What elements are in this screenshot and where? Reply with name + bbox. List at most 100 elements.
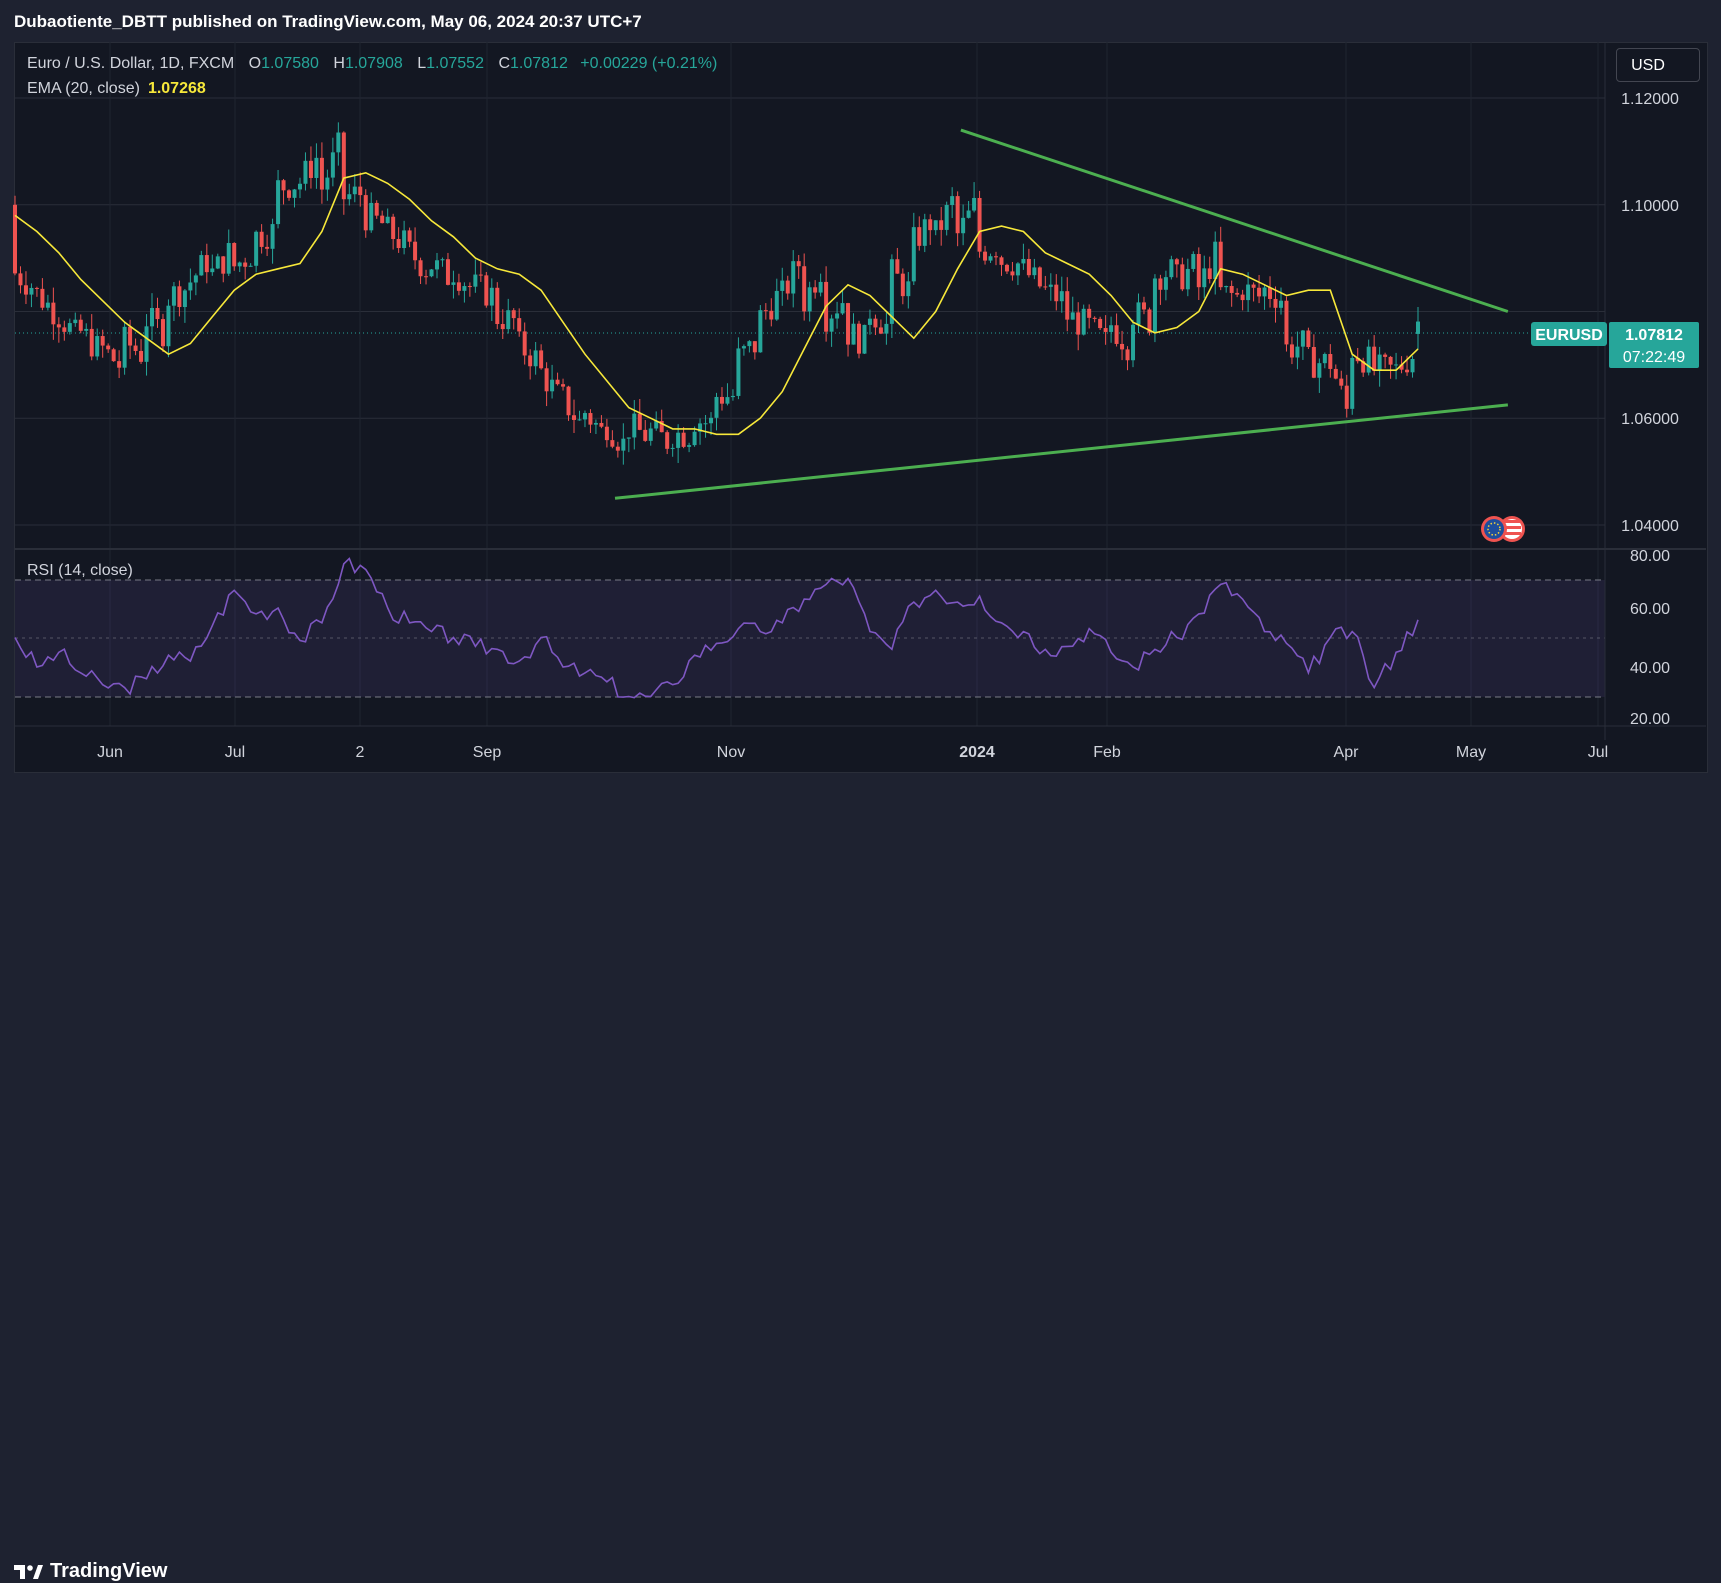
candle-body [1229,286,1234,293]
candle-body [182,290,187,308]
candle-body [1103,328,1108,332]
chart-frame[interactable] [14,42,1708,773]
publisher-line: Dubaotiente_DBTT published on TradingVie… [14,12,642,31]
candle-body [741,346,746,349]
tradingview-logo[interactable]: TradingView [14,1560,167,1583]
candle-body [232,243,237,267]
candle-body [1152,278,1157,333]
candle-body [308,160,313,178]
candle-body [1076,312,1081,335]
ema-label: EMA (20, close) [27,80,140,97]
candle-body [632,413,637,438]
candle-body [1377,354,1382,371]
candle-body [550,379,555,392]
candle-body [1098,318,1103,329]
candle-body [856,323,861,354]
candle-body [796,261,801,267]
candle-body [835,313,840,319]
candle-body [270,224,275,249]
price-tick-label: 1.04000 [1621,518,1679,535]
candle-body [626,437,631,439]
ohlc-legend: Euro / U.S. Dollar, 1D, FXCM O1.07580 H1… [27,55,717,73]
rsi-legend[interactable]: RSI (14, close) [27,562,133,580]
candle-body [933,220,938,231]
candle-body [544,368,549,392]
symbol-description: Euro / U.S. Dollar, 1D, FXCM [27,55,235,72]
candle-body [29,287,34,295]
candle-body [1218,241,1223,288]
candle-body [1010,271,1015,276]
low-label: L [417,55,427,72]
candle-body [736,348,741,396]
candle-body [429,269,434,277]
candle-body [122,326,127,368]
candle-body [873,318,878,328]
tradingview-logo-icon [14,1564,43,1579]
candle-body [988,256,993,261]
high-label: H [333,55,345,72]
candle-body [1180,264,1185,290]
candle-body [1081,308,1086,335]
candle-body [983,251,988,261]
tradingview-brand: TradingView [50,1560,168,1582]
open-label: O [248,55,262,72]
candle-body [1004,264,1009,272]
candle-body [56,324,61,328]
candle-body [1317,363,1322,378]
candle-body [1043,286,1048,288]
chart-canvas[interactable]: 1.12000 1.10000 1.06000 1.04000 80.00 60.00 4… [0,0,1721,824]
close-value: 1.07812 [510,55,568,72]
descending-trendline [960,128,1509,313]
time-tick-label: Feb [1093,744,1121,761]
price-tag-value: 1.07812 [1625,327,1683,344]
candle-body [243,262,248,267]
candle-body [1355,357,1360,362]
candle-body [100,336,105,346]
candle-body [665,432,670,449]
candle-body [1410,359,1415,373]
price-tick-label: 1.06000 [1621,411,1679,428]
candle-body [1021,258,1026,264]
candle-body [51,302,56,325]
candle-body [144,326,149,362]
candle-body [654,420,659,429]
economic-events-icon[interactable] [1481,516,1525,542]
candle-body [106,345,111,350]
candle-body [1213,241,1218,280]
candle-body [999,257,1004,265]
time-tick-label: Jul [1588,744,1608,761]
candle-body [572,415,577,420]
candle-body [895,259,900,274]
candle-body [500,324,505,330]
candle-body [911,227,916,282]
candle-body [1328,354,1333,369]
currency-button[interactable]: USD [1616,48,1700,82]
candle-body [254,231,259,266]
candle-body [237,262,242,267]
candle-body [752,341,757,353]
candle-body [1048,284,1053,287]
price-tick-label: 1.12000 [1621,91,1679,108]
candle-body [495,287,500,325]
candle-body [462,286,467,291]
candle-body [396,239,401,249]
candle-body [467,286,472,288]
candle-body [1059,291,1064,302]
ema-value: 1.07268 [147,80,206,97]
candle-body [319,157,324,190]
candle-body [1416,321,1420,334]
candle-body [418,260,423,277]
ema-legend[interactable]: EMA (20, close) 1.07268 [27,80,206,98]
candle-body [478,274,483,276]
rsi-tick-label: 80.00 [1630,548,1670,565]
candle-body [292,189,297,198]
candle-body [402,230,407,249]
candle-body [802,266,807,312]
candle-body [1196,254,1201,288]
candle-body [588,413,593,425]
candle-body [599,422,604,427]
candle-body [977,197,982,252]
candle-body [807,287,812,312]
candle-body [900,273,905,297]
candle-body [451,282,456,285]
